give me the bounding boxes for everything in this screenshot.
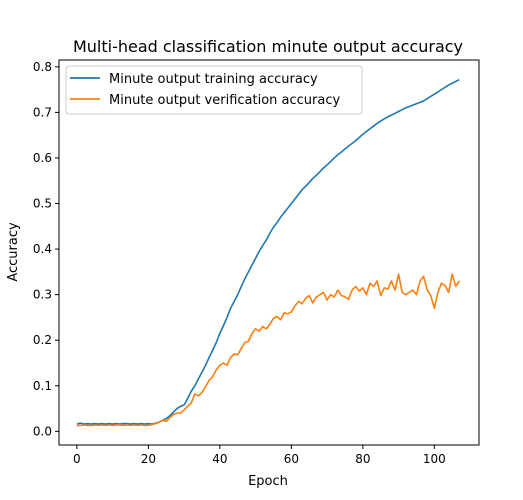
y-tick-label: 0.3 bbox=[33, 288, 52, 302]
series-line-verification bbox=[76, 273, 461, 427]
x-axis-label: Epoch bbox=[248, 474, 288, 489]
y-tick-label: 0.6 bbox=[33, 151, 52, 165]
legend-box bbox=[65, 65, 363, 115]
y-tick-label: 0.5 bbox=[33, 197, 52, 211]
y-tick-label: 0.7 bbox=[33, 105, 52, 119]
chart-title: Multi-head classification minute output … bbox=[73, 37, 463, 56]
legend-label-verification: Minute output verification accuracy bbox=[109, 93, 340, 108]
y-axis-ticks: 0.0 0.1 0.2 0.3 0.4 0.5 0.6 0.7 0.8 bbox=[33, 60, 59, 438]
plot-frame bbox=[58, 59, 480, 446]
series-line-training bbox=[76, 78, 460, 425]
x-tick-label: 40 bbox=[212, 452, 227, 466]
x-tick-label: 80 bbox=[355, 452, 370, 466]
legend: Minute output training accuracy Minute o… bbox=[65, 65, 363, 115]
y-tick-label: 0.8 bbox=[33, 60, 52, 74]
x-tick-label: 60 bbox=[284, 452, 299, 466]
y-axis-label: Accuracy bbox=[6, 222, 21, 282]
y-tick-label: 0.2 bbox=[33, 333, 52, 347]
series-layer bbox=[76, 78, 461, 427]
x-tick-label: 100 bbox=[423, 452, 446, 466]
y-tick-label: 0.4 bbox=[33, 242, 52, 256]
x-axis-ticks: 0 20 40 60 80 100 bbox=[73, 445, 446, 466]
x-tick-label: 0 bbox=[73, 452, 81, 466]
legend-label-training: Minute output training accuracy bbox=[109, 72, 318, 87]
x-tick-label: 20 bbox=[141, 452, 156, 466]
y-tick-label: 0.0 bbox=[33, 424, 52, 438]
y-tick-label: 0.1 bbox=[33, 379, 52, 393]
